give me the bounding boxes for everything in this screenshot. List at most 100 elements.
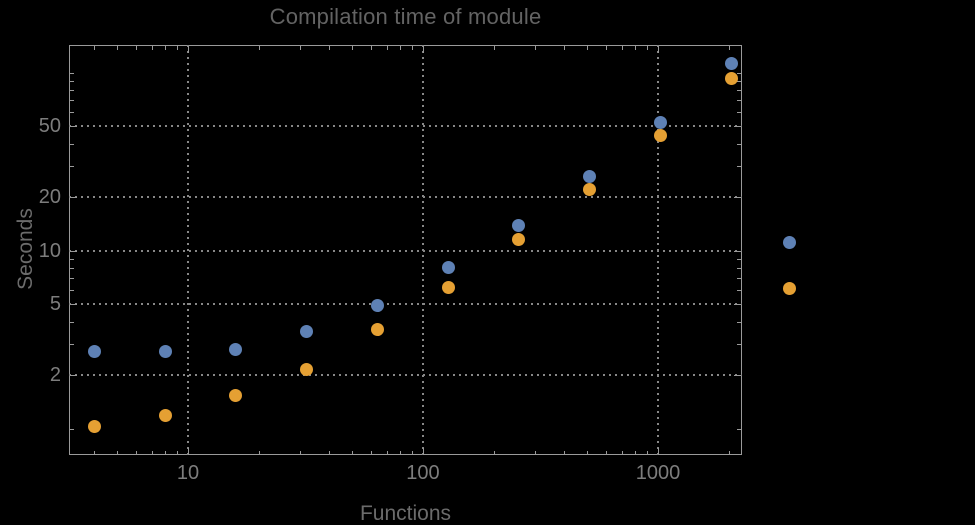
tick-mark	[187, 46, 189, 53]
tick-mark	[734, 126, 741, 128]
tick-mark	[135, 451, 137, 455]
tick-mark	[70, 90, 74, 92]
tick-mark	[165, 46, 167, 50]
tick-mark	[70, 258, 74, 260]
tick-mark	[300, 46, 302, 50]
y-tick-label: 50	[38, 115, 61, 138]
tick-mark	[737, 165, 741, 167]
tick-mark	[70, 81, 74, 83]
tick-mark	[635, 451, 637, 455]
tick-mark	[635, 46, 637, 50]
grid-line-horizontal	[69, 196, 742, 199]
tick-mark	[621, 451, 623, 455]
tick-mark	[737, 258, 741, 260]
y-tick-label: 10	[38, 239, 61, 262]
grid-line-horizontal	[69, 374, 742, 377]
legend-marker-2	[782, 281, 796, 295]
tick-mark	[329, 46, 331, 50]
tick-mark	[535, 46, 537, 50]
tick-mark	[94, 46, 96, 50]
tick-mark	[587, 46, 589, 50]
tick-mark	[734, 304, 741, 306]
tick-mark	[728, 46, 730, 50]
tick-mark	[728, 451, 730, 455]
tick-mark	[94, 451, 96, 455]
tick-mark	[70, 250, 77, 252]
y-tick-label: 2	[49, 364, 61, 387]
tick-mark	[70, 100, 74, 102]
tick-mark	[422, 448, 424, 455]
tick-mark	[70, 304, 77, 306]
tick-mark	[70, 72, 74, 74]
tick-mark	[70, 143, 74, 145]
tick-mark	[70, 165, 74, 167]
data-point-blue	[229, 342, 243, 356]
tick-mark	[352, 451, 354, 455]
tick-mark	[70, 278, 74, 280]
chart-title: Compilation time of module	[269, 4, 542, 29]
tick-mark	[412, 451, 414, 455]
grid-line-horizontal	[69, 303, 742, 306]
legend-marker-1	[782, 235, 796, 249]
data-point-blue	[370, 298, 384, 312]
tick-mark	[535, 451, 537, 455]
tick-mark	[329, 451, 331, 455]
data-point-blue	[724, 56, 738, 70]
tick-mark	[386, 46, 388, 50]
data-point-orange	[300, 362, 314, 376]
tick-mark	[737, 321, 741, 323]
x-tick-label: 10	[176, 462, 200, 484]
tick-mark	[647, 451, 649, 455]
tick-mark	[564, 46, 566, 50]
data-point-orange	[87, 419, 101, 433]
grid-line-horizontal	[69, 125, 742, 128]
data-point-blue	[87, 345, 101, 359]
y-axis-label: Seconds	[14, 208, 37, 290]
y-tick-label: 20	[38, 186, 61, 209]
tick-mark	[300, 451, 302, 455]
x-tick-label: 1000	[635, 462, 681, 484]
tick-mark	[151, 46, 153, 50]
data-point-blue	[300, 325, 314, 339]
tick-mark	[177, 46, 179, 50]
tick-mark	[70, 321, 74, 323]
tick-mark	[737, 343, 741, 345]
data-point-orange	[158, 408, 172, 422]
tick-mark	[187, 448, 189, 455]
data-point-orange	[441, 280, 455, 294]
tick-mark	[737, 143, 741, 145]
tick-mark	[70, 428, 74, 430]
tick-mark	[70, 375, 77, 377]
tick-mark	[352, 46, 354, 50]
data-point-blue	[512, 218, 526, 232]
data-point-orange	[370, 322, 384, 336]
tick-mark	[737, 112, 741, 114]
data-point-orange	[583, 182, 597, 196]
tick-mark	[70, 343, 74, 345]
tick-mark	[400, 451, 402, 455]
data-point-blue	[583, 169, 597, 183]
tick-mark	[658, 448, 659, 455]
tick-mark	[658, 46, 659, 53]
data-point-orange	[512, 232, 526, 246]
tick-mark	[737, 268, 741, 269]
x-axis-label: Functions	[359, 502, 452, 525]
tick-mark	[734, 250, 741, 252]
data-point-blue	[158, 345, 172, 359]
tick-mark	[647, 46, 649, 50]
y-tick-label: 5	[49, 293, 61, 316]
tick-mark	[737, 278, 741, 280]
tick-mark	[737, 90, 741, 92]
tick-mark	[70, 112, 74, 114]
tick-mark	[70, 268, 74, 269]
tick-mark	[734, 197, 741, 199]
data-point-orange	[653, 128, 667, 142]
tick-mark	[493, 451, 495, 455]
tick-mark	[564, 451, 566, 455]
tick-mark	[737, 81, 741, 83]
tick-mark	[386, 451, 388, 455]
tick-mark	[737, 72, 741, 74]
data-point-orange	[229, 389, 243, 403]
tick-mark	[734, 375, 741, 377]
